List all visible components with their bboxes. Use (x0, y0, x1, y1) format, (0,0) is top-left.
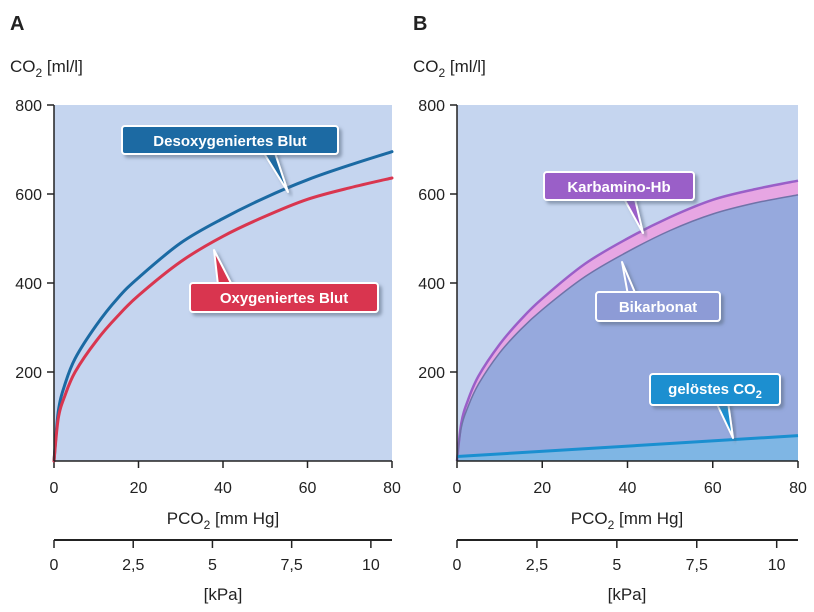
panel-b-kpa-tick-label: 0 (453, 557, 462, 574)
panel-b-x-tick-label: 80 (789, 480, 807, 497)
panel-a-kpa-tick-label: 5 (208, 557, 217, 574)
panel-a-x-tick-label: 60 (299, 480, 317, 497)
dissolved-label: gelöstes CO2 (668, 381, 762, 401)
panel-a-y-tick-label: 200 (15, 365, 42, 382)
panel-a-letter: A (10, 13, 24, 35)
panel-b-kpa-tick-label: 7,5 (686, 557, 708, 574)
carbamino-callout-box (543, 171, 695, 201)
panel-a-y-tick-label: 400 (15, 276, 42, 293)
deoxy-label: Desoxygeniertes Blut (153, 133, 306, 150)
panel-a-x-tick-label: 40 (214, 480, 232, 497)
panel-b-kpa-ticks: 0 2,5 5 7,5 10 (453, 540, 786, 574)
panel-a-kpa-tick-label: 0 (50, 557, 59, 574)
panel-b-y-tick-label: 200 (418, 365, 445, 382)
oxy-label: Oxygeniertes Blut (220, 290, 348, 307)
panel-a-x-tick-label: 20 (130, 480, 148, 497)
dissolved-callout-box (649, 373, 781, 406)
panel-b-y-unit: CO2 [ml/l] (413, 57, 486, 80)
panel-a-kpa-tick-label: 2,5 (122, 557, 144, 574)
panel-a-x-title: PCO2 [mm Hg] (167, 509, 279, 532)
deoxy-callout: Desoxygeniertes Blut (121, 125, 339, 193)
panel-a-kpa-title: [kPa] (204, 585, 243, 604)
panel-a-ticks: 0 20 40 60 80 200 400 600 800 (15, 98, 401, 497)
oxy-callout: Oxygeniertes Blut (189, 249, 379, 313)
panel-b-letter: B (413, 13, 427, 35)
panel-b-x-tick-label: 20 (533, 480, 551, 497)
panel-b-kpa-tick-label: 5 (612, 557, 621, 574)
deoxy-callout-box (121, 125, 339, 155)
panel-a-kpa-ticks: 0 2,5 5 7,5 10 (50, 540, 380, 574)
panel-a-y-tick-label: 800 (15, 98, 42, 115)
panel-a-y-tick-label: 600 (15, 187, 42, 204)
panel-b-ticks: 0 20 40 60 80 200 400 600 800 (418, 98, 807, 497)
dissolved-callout: gelöstes CO2 (649, 373, 781, 439)
panel-a: A CO2 [ml/l] 0 20 40 60 80 200 400 600 800 PCO2 … (10, 13, 401, 604)
oxy-curve (52, 176, 394, 463)
bicarbonate-label: Bikarbonat (619, 299, 697, 316)
panel-b-y-tick-label: 600 (418, 187, 445, 204)
panel-b-kpa-tick-label: 10 (768, 557, 786, 574)
dissolved-line (456, 434, 799, 459)
panel-b-y-tick-label: 400 (418, 276, 445, 293)
oxy-callout-box (189, 282, 379, 313)
bicarbonate-callout-box (595, 291, 721, 322)
panel-b-x-title: PCO2 [mm Hg] (571, 509, 683, 532)
bicarbonate-curve (456, 194, 799, 462)
panel-a-x-tick-label: 0 (50, 480, 59, 497)
panel-b-y-tick-label: 800 (418, 98, 445, 115)
deoxy-curve (52, 150, 394, 463)
carbamino-curve (455, 179, 799, 462)
panel-a-kpa-tick-label: 10 (362, 557, 380, 574)
panel-a-y-unit: CO2 [ml/l] (10, 57, 83, 80)
panel-b-kpa-tick-label: 2,5 (526, 557, 548, 574)
panel-a-x-tick-label: 80 (383, 480, 401, 497)
panel-b-x-tick-label: 0 (453, 480, 462, 497)
carbamino-callout: Karbamino-Hb (543, 171, 695, 234)
panel-b-x-tick-label: 40 (619, 480, 637, 497)
carbamino-label: Karbamino-Hb (567, 179, 670, 196)
panel-b: B CO2 [ml/l] 0 20 40 60 80 200 400 600 800 PCO2 … (413, 13, 807, 604)
panel-b-kpa-title: [kPa] (608, 585, 647, 604)
bicarbonate-callout: Bikarbonat (595, 261, 721, 322)
panel-a-series (52, 150, 394, 463)
panel-b-x-tick-label: 60 (704, 480, 722, 497)
panel-a-kpa-tick-label: 7,5 (281, 557, 303, 574)
